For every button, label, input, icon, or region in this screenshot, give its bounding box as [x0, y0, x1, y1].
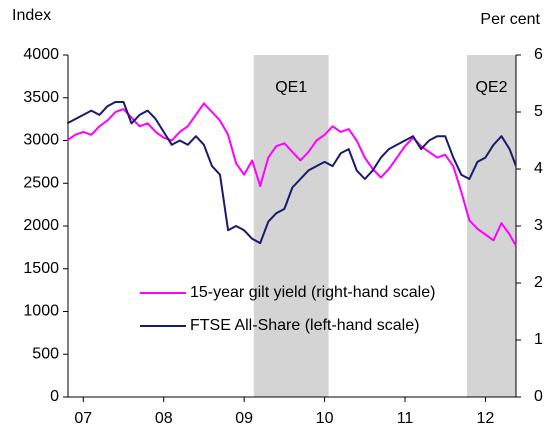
y-tick-label: 3000 [23, 132, 59, 149]
x-tick-label: 12 [477, 410, 495, 427]
y-tick-label: 2500 [23, 174, 59, 191]
y-tick-label: 500 [32, 345, 59, 362]
shaded-label: QE2 [475, 79, 507, 96]
x-tick-label: 11 [397, 410, 414, 427]
y-tick-label: 2000 [23, 217, 59, 234]
series-line [66, 101, 517, 245]
y-tick-label: 1500 [23, 260, 59, 277]
y2-tick-label: 4 [534, 160, 543, 177]
shaded-label: QE1 [275, 79, 307, 96]
y-axis-label: Index [12, 7, 51, 24]
series-line [66, 102, 517, 247]
y2-tick-label: 3 [534, 217, 543, 234]
y-tick-label: 4000 [23, 46, 59, 63]
x-tick-label: 09 [235, 410, 253, 427]
y2-tick-label: 1 [534, 331, 543, 348]
y2-axis-label: Per cent [480, 11, 540, 28]
y2-tick-label: 0 [534, 388, 543, 405]
y2-tick-label: 5 [534, 103, 543, 120]
legend-label: FTSE All-Share (left-hand scale) [190, 317, 419, 334]
y-tick-label: 1000 [23, 303, 59, 320]
y-tick-label: 0 [50, 388, 59, 405]
x-tick-label: 08 [155, 410, 173, 427]
x-tick-label: 07 [74, 410, 92, 427]
y2-tick-label: 6 [534, 46, 543, 63]
shaded-region [253, 55, 329, 397]
legend-label: 15-year gilt yield (right-hand scale) [190, 284, 435, 301]
x-tick-label: 10 [316, 410, 334, 427]
y2-tick-label: 2 [534, 274, 543, 291]
y-tick-label: 3500 [23, 89, 59, 106]
